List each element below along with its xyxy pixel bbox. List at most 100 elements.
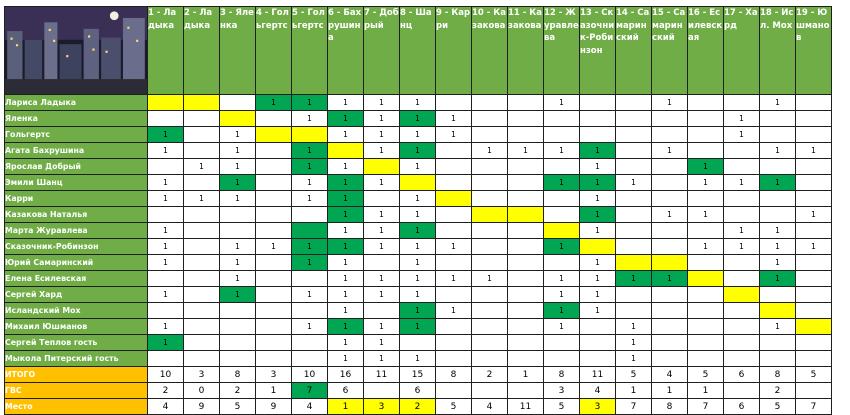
participant-row: Сергей Хард 1 1 1 1 1 1 1 1 xyxy=(4,286,832,304)
score-cell: 1 xyxy=(543,318,580,336)
score-cell: 1 xyxy=(651,206,688,224)
results-table: 1 - Ладыка 2 - Ладыка 3 - Яленка 4 - Гольге… xyxy=(4,5,832,415)
score-cell xyxy=(795,334,832,352)
score-cell xyxy=(507,110,544,128)
score-cell: 1 xyxy=(399,94,436,112)
score-cell xyxy=(687,318,724,336)
score-cell: 1 xyxy=(327,222,364,240)
score-cell xyxy=(363,190,400,208)
score-cell xyxy=(507,190,544,208)
score-cell xyxy=(543,110,580,128)
score-cell: 1 xyxy=(291,158,328,176)
score-cell xyxy=(723,142,760,160)
score-cell xyxy=(255,142,292,160)
participant-name: Марта Журавлева xyxy=(4,222,148,240)
score-cell: 1 xyxy=(147,142,184,160)
score-cell xyxy=(507,174,544,192)
score-cell xyxy=(615,206,652,224)
score-cell: 1 xyxy=(327,190,364,208)
score-cell: 0 xyxy=(183,382,220,400)
score-cell: 11 xyxy=(507,398,544,415)
score-cell: 2 xyxy=(471,366,508,384)
score-cell: 1 xyxy=(723,174,760,192)
score-cell: 9 xyxy=(183,398,220,415)
score-cell xyxy=(723,350,760,368)
score-cell: 1 xyxy=(363,270,400,288)
total-label: ГВС xyxy=(4,382,148,400)
column-header: 12 - Журавлева xyxy=(543,5,580,96)
participant-row: Эмили Шанц 1 1 1 1 1 1 1 1 1 1 1 xyxy=(4,174,832,192)
score-cell xyxy=(615,302,652,320)
score-cell xyxy=(255,110,292,128)
score-cell: 1 xyxy=(579,270,616,288)
score-cell xyxy=(651,254,688,272)
score-cell xyxy=(435,254,472,272)
score-cell: 1 xyxy=(579,286,616,304)
total-label: ИТОГО xyxy=(4,366,148,384)
score-cell xyxy=(255,158,292,176)
participant-row: Ярослав Добрый 1 1 1 1 1 1 1 xyxy=(4,158,832,176)
score-cell xyxy=(759,190,796,208)
score-cell: 4 xyxy=(651,366,688,384)
score-cell xyxy=(651,350,688,368)
score-cell: 1 xyxy=(399,270,436,288)
score-cell: 1 xyxy=(651,142,688,160)
score-cell xyxy=(759,286,796,304)
score-cell: 1 xyxy=(327,334,364,352)
score-cell xyxy=(183,174,220,192)
score-cell: 1 xyxy=(291,286,328,304)
score-cell xyxy=(435,206,472,224)
score-cell: 1 xyxy=(147,222,184,240)
score-cell xyxy=(543,206,580,224)
score-cell xyxy=(471,158,508,176)
score-cell: 1 xyxy=(687,174,724,192)
score-cell xyxy=(723,286,760,304)
score-cell xyxy=(183,302,220,320)
score-cell: 1 xyxy=(327,318,364,336)
score-cell xyxy=(579,94,616,112)
score-cell xyxy=(435,350,472,368)
score-cell: 1 xyxy=(723,110,760,128)
column-header: 9 - Карри xyxy=(435,5,472,96)
score-cell: 1 xyxy=(363,126,400,144)
score-cell xyxy=(183,318,220,336)
score-cell: 7 xyxy=(795,398,832,415)
score-cell: 6 xyxy=(399,382,436,400)
score-cell: 3 xyxy=(363,398,400,415)
score-cell xyxy=(399,334,436,352)
score-cell xyxy=(579,110,616,128)
score-cell xyxy=(291,302,328,320)
score-cell xyxy=(471,238,508,256)
score-cell xyxy=(687,302,724,320)
score-cell: 1 xyxy=(327,270,364,288)
score-cell: 8 xyxy=(543,366,580,384)
score-cell xyxy=(507,238,544,256)
score-cell xyxy=(255,270,292,288)
score-cell: 1 xyxy=(291,238,328,256)
score-cell: 7 xyxy=(615,398,652,415)
score-cell xyxy=(615,158,652,176)
score-cell: 1 xyxy=(363,142,400,160)
score-cell: 1 xyxy=(327,94,364,112)
score-cell xyxy=(219,350,256,368)
score-cell: 1 xyxy=(543,238,580,256)
score-cell: 1 xyxy=(147,254,184,272)
score-cell: 6 xyxy=(723,398,760,415)
score-cell xyxy=(183,222,220,240)
score-cell xyxy=(543,158,580,176)
score-cell xyxy=(543,126,580,144)
score-cell: 1 xyxy=(615,174,652,192)
score-cell: 16 xyxy=(327,366,364,384)
score-cell: 1 xyxy=(615,318,652,336)
score-cell xyxy=(435,222,472,240)
score-cell xyxy=(291,350,328,368)
score-cell: 5 xyxy=(759,398,796,415)
score-cell xyxy=(759,350,796,368)
score-cell: 1 xyxy=(327,158,364,176)
score-cell xyxy=(435,334,472,352)
score-cell: 1 xyxy=(291,174,328,192)
score-cell: 9 xyxy=(255,398,292,415)
score-cell xyxy=(255,126,292,144)
participant-row: Гольгертс 1 1 1 1 1 1 1 xyxy=(4,126,832,144)
score-cell xyxy=(255,318,292,336)
